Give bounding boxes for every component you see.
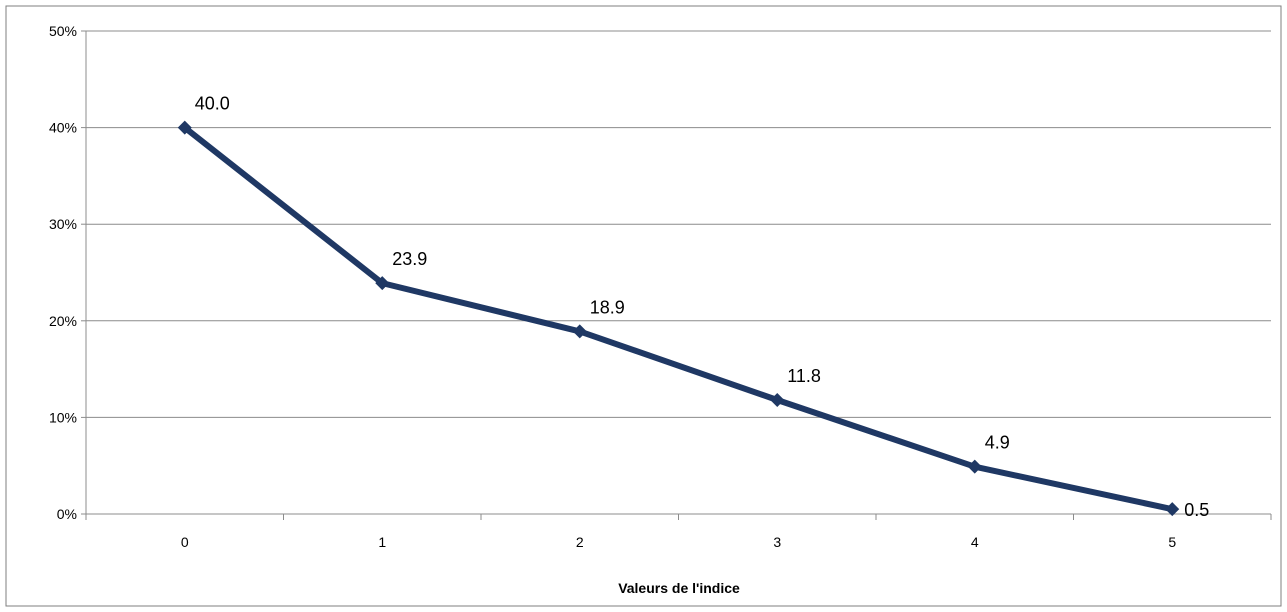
series-line [181, 124, 1176, 513]
y-tick-label: 0% [57, 506, 77, 522]
data-point-marker [177, 120, 192, 135]
x-tick-label: 3 [773, 534, 781, 550]
y-tick-label: 30% [49, 216, 77, 232]
gridlines [86, 30, 1271, 418]
y-tick-label: 20% [49, 313, 77, 329]
x-tick-label: 2 [576, 534, 584, 550]
data-label: 0.5 [1184, 500, 1209, 520]
y-tick-labels: 0% 10% 20% 30% 40% 50% [49, 23, 77, 522]
y-tick-label: 40% [49, 120, 77, 136]
y-tick-label: 50% [49, 23, 77, 39]
data-point-marker [1165, 502, 1180, 517]
data-label: 23.9 [392, 249, 427, 269]
data-point-marker [770, 393, 785, 408]
x-tick-label: 5 [1168, 534, 1176, 550]
x-tick-label: 1 [378, 534, 386, 550]
data-point-marker [967, 459, 982, 474]
y-tick-label: 10% [49, 409, 77, 425]
data-label: 4.9 [985, 433, 1010, 453]
data-label: 11.8 [787, 366, 821, 386]
x-tick-label: 0 [181, 534, 189, 550]
data-point-marker [375, 276, 390, 291]
x-tick-label: 4 [971, 534, 979, 550]
data-label: 18.9 [590, 297, 625, 317]
axes [81, 30, 1272, 520]
data-label: 40.0 [195, 94, 230, 114]
series [181, 124, 1176, 513]
data-point-marker [572, 324, 587, 339]
x-axis-title: Valeurs de l'indice [618, 580, 740, 596]
x-tick-labels: 0 1 2 3 4 5 [181, 534, 1177, 550]
markers [177, 120, 1180, 517]
chart-border [5, 5, 1282, 607]
data-labels: 40.0 23.9 18.9 11.8 4.9 0.5 [195, 94, 1210, 521]
